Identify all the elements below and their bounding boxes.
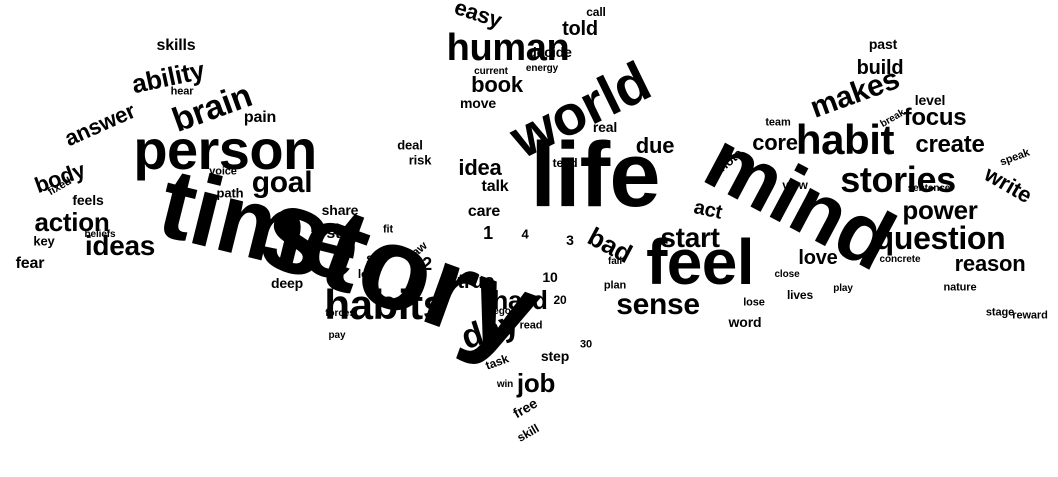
word-create: create (915, 131, 985, 158)
word-goal: goal (251, 166, 313, 199)
word-sentence: sentence (907, 183, 951, 194)
word-feel: feel (646, 226, 754, 298)
word-set: set (366, 250, 386, 266)
word-job: job (516, 368, 556, 398)
word-1: 1 (483, 223, 493, 243)
word-lot: lot (357, 267, 373, 281)
word-2: 2 (422, 254, 432, 274)
word-power: power (902, 195, 978, 225)
word-life: life (530, 124, 660, 226)
word-skill: skill (514, 421, 542, 445)
word-concrete: concrete (879, 254, 921, 265)
word-feels: feels (72, 192, 104, 208)
word-habit: habit (795, 116, 895, 163)
word-share: share (321, 202, 359, 218)
word-true: true (457, 271, 495, 293)
word-voice: voice (209, 165, 237, 178)
word-told: told (562, 18, 598, 40)
word-hear: hear (170, 85, 194, 98)
word-ego: ego (493, 306, 511, 317)
word-reason: reason (954, 251, 1026, 276)
word-speak: speak (998, 146, 1032, 169)
word-talk: talk (481, 178, 509, 195)
word-start: start (660, 222, 720, 253)
word-hard: hard (492, 285, 548, 315)
word-call: call (586, 5, 606, 19)
word-core: core (752, 130, 798, 155)
word-move: move (459, 95, 497, 111)
word-human: human (446, 27, 570, 69)
word-close: close (774, 269, 800, 280)
word-3: 3 (566, 232, 574, 248)
word-level: level (914, 92, 946, 108)
word-energy: energy (525, 63, 559, 74)
word-real: real (592, 119, 618, 135)
word-4: 4 (521, 226, 529, 242)
word-current: current (474, 66, 508, 77)
word-play: play (833, 283, 853, 294)
word-write: write (980, 161, 1037, 208)
word-key: key (33, 233, 55, 249)
word-plan: plan (603, 279, 627, 292)
word-stage: stage (985, 306, 1015, 319)
word-risk: risk (408, 152, 432, 168)
word-deal: deal (397, 137, 423, 153)
word-ideas: ideas (84, 230, 156, 261)
word-focus: focus (903, 104, 967, 131)
word-team: team (765, 116, 791, 129)
word-stop: stop (326, 225, 360, 242)
word-care: care (467, 203, 501, 220)
word-fear: fear (15, 255, 45, 272)
word-answer: answer (60, 97, 139, 152)
word-reward: reward (1012, 309, 1048, 322)
word-30: 30 (579, 338, 593, 351)
word-sense: sense (616, 288, 700, 321)
word-pay: pay (328, 330, 346, 341)
word-ability: ability (129, 54, 207, 100)
word-path: path (216, 185, 244, 201)
word-lives: lives (786, 288, 814, 302)
word-habits: habits (324, 281, 446, 328)
word-question: question (874, 220, 1006, 256)
word-skills: skills (156, 37, 196, 54)
word-pain: pain (243, 109, 277, 126)
word-past: past (868, 36, 898, 52)
word-love: love (798, 247, 838, 269)
word-word: word (728, 314, 762, 330)
word-read: read (519, 319, 543, 332)
word-fail: fail (607, 256, 623, 267)
word-fit: fit (382, 223, 394, 236)
word-forces: forces (325, 308, 355, 319)
word-due: due (635, 133, 675, 158)
word-book: book (471, 72, 523, 97)
word-nature: nature (943, 281, 977, 294)
word-20: 20 (553, 293, 567, 307)
word-idea: idea (458, 155, 502, 180)
word-beliefs: beliefs (84, 229, 116, 240)
word-step: step (540, 348, 570, 364)
word-action: action (34, 207, 110, 237)
word-build: build (856, 57, 904, 79)
word-lose: lose (743, 296, 765, 309)
word-stories: stories (840, 159, 956, 200)
word-view: view (782, 178, 808, 192)
word-free: free (510, 394, 540, 422)
word-tend: tend (552, 156, 578, 170)
word-deep: deep (270, 275, 304, 291)
word-act: act (691, 196, 725, 224)
word-person: person (133, 118, 317, 181)
word-decide: decide (528, 44, 572, 60)
word-win: win (496, 379, 514, 390)
word-10: 10 (542, 269, 558, 285)
